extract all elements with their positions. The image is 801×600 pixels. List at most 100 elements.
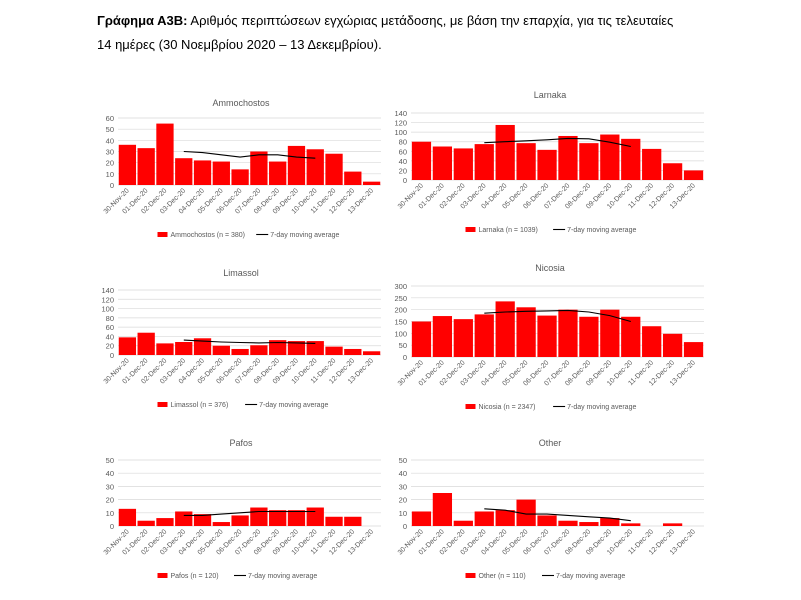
legend-line-label: 7-day moving average [567,404,636,411]
bar [118,337,137,355]
bar [250,151,268,185]
y-tick-label: 20 [106,496,114,505]
bar [411,321,432,357]
y-tick-label: 0 [403,353,407,362]
bar [558,520,578,526]
bar [662,163,683,180]
moving-average-line [484,508,631,522]
y-tick-label: 60 [106,114,114,123]
caption-line-1: Αριθμός περιπτώσεων εγχώριας μετάδοσης, … [187,13,674,28]
y-tick-label: 50 [399,456,407,465]
bar [212,522,230,526]
legend-bar-label: Larnaka (n = 1039) [479,227,538,234]
chart-nicosia: Nicosia05010015020025030030-Nov-2001-Dec… [394,263,704,411]
bar [344,516,362,526]
y-tick-label: 30 [106,482,114,491]
bar [362,181,381,185]
moving-average-line [484,309,631,323]
y-tick-label: 20 [106,342,114,351]
legend-bar-swatch [465,573,476,578]
legend-line-label: 7-day moving average [259,402,328,409]
bar [453,520,473,526]
bar [287,145,306,185]
bar [137,520,155,526]
y-tick-label: 250 [394,294,407,303]
legend-bar-swatch [465,227,476,232]
bar [118,508,137,526]
legend-line-label: 7-day moving average [248,573,317,580]
bar [579,316,599,357]
caption-line-2: 14 ημέρες (30 Νοεμβρίου 2020 – 13 Δεκεμβ… [97,37,382,52]
chart-other: Other0102030405030-Nov-2001-Dec-2002-Dec… [397,438,704,580]
bar [287,341,306,355]
chart-larnaka: Larnaka02040608010012014030-Nov-2001-Dec… [394,90,704,234]
legend-bar-swatch [465,404,476,409]
bar [137,332,155,355]
y-tick-label: 40 [399,157,407,166]
legend-line-label: 7-day moving average [270,232,339,239]
legend-bar-label: Pafos (n = 120) [171,573,219,580]
bar [432,493,453,526]
bar [474,314,494,357]
figure-caption: Γράφημα Α3Β: Αριθμός περιπτώσεων εγχώρια… [97,9,737,57]
y-tick-label: 100 [394,128,407,137]
legend-bar-swatch [157,573,168,578]
bar [175,158,193,185]
y-tick-label: 100 [101,305,114,314]
bar [683,170,704,180]
bar [325,346,343,355]
y-tick-label: 10 [106,170,114,179]
bar [156,123,174,185]
bar [495,124,515,180]
bar [662,333,683,357]
bar [287,510,306,526]
bar [231,348,249,355]
chart-limassol: Limassol02040608010012014030-Nov-2001-De… [101,268,381,409]
bar [516,143,536,180]
bar [175,511,193,526]
bar [516,499,536,526]
moving-average-line [183,339,316,344]
bar [621,316,641,357]
y-tick-label: 0 [110,181,114,190]
y-tick-label: 0 [110,522,114,531]
legend-bar-label: Ammochostos (n = 380) [171,232,246,239]
bar [474,511,494,526]
y-tick-label: 50 [399,341,407,350]
y-tick-label: 40 [106,469,114,478]
bar [474,144,494,180]
bar [306,507,324,526]
y-tick-label: 40 [106,136,114,145]
bar [642,148,662,180]
bar [600,518,620,526]
legend-line-label: 7-day moving average [567,227,636,234]
y-tick-label: 20 [106,159,114,168]
moving-average-line [183,510,316,516]
bar [269,161,287,185]
y-tick-label: 140 [101,286,114,295]
bar [537,315,557,357]
y-tick-label: 30 [106,148,114,157]
chart-title: Pafos [229,438,253,448]
bar [344,348,362,355]
bar [212,161,230,185]
bar [325,153,343,185]
y-tick-label: 120 [394,119,407,128]
bar [558,309,578,357]
bar [453,319,473,357]
bar [579,143,599,180]
legend-bar-swatch [157,232,168,237]
bar [362,351,381,355]
bar [411,141,432,180]
bar [269,340,287,355]
bar [662,523,683,526]
bar [231,169,249,185]
caption-label: Γράφημα Α3Β: [97,13,188,28]
bar [621,523,641,526]
bar [250,345,268,355]
bar [495,510,515,526]
bar [118,144,137,185]
y-tick-label: 0 [110,351,114,360]
chart-title: Limassol [223,268,259,278]
